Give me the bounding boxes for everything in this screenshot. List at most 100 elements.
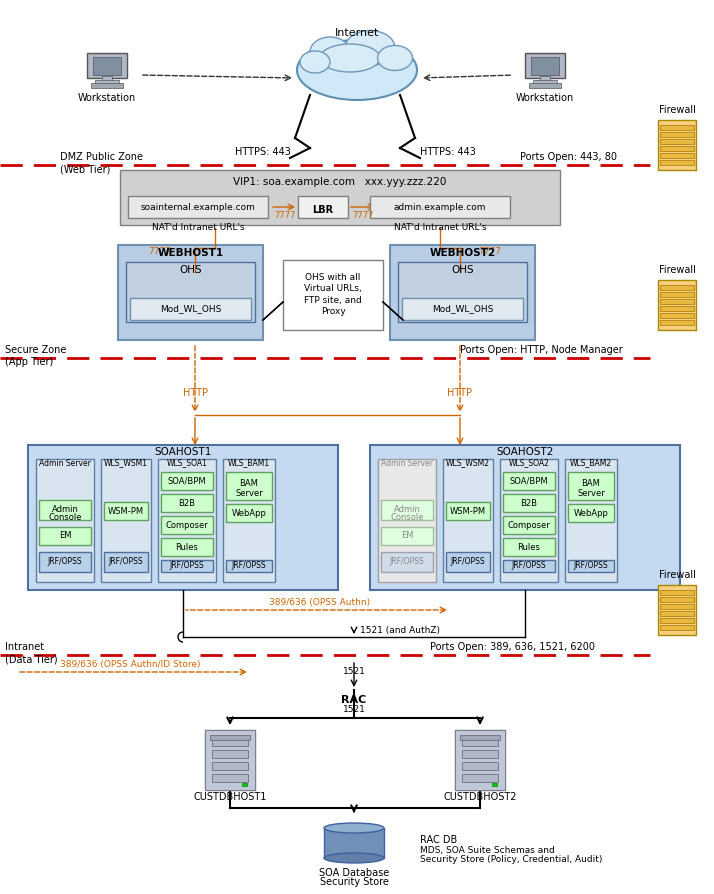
- Text: 1521: 1521: [343, 668, 366, 677]
- Text: B2B: B2B: [521, 499, 538, 508]
- Bar: [39, 552, 91, 572]
- Bar: [223, 459, 275, 582]
- Bar: [455, 730, 505, 790]
- Text: JRF/OPSS: JRF/OPSS: [109, 558, 144, 567]
- Text: Mod_WL_OHS: Mod_WL_OHS: [432, 305, 493, 314]
- Text: WebApp: WebApp: [231, 509, 266, 518]
- Text: WEBHOST2: WEBHOST2: [429, 248, 496, 258]
- Bar: [500, 459, 558, 582]
- Text: HTTP: HTTP: [183, 388, 208, 398]
- Bar: [565, 459, 617, 582]
- Bar: [39, 527, 91, 545]
- Ellipse shape: [310, 37, 350, 67]
- Ellipse shape: [324, 853, 384, 863]
- Text: WEBHOST1: WEBHOST1: [158, 248, 223, 258]
- Text: JRF/OPSS: JRF/OPSS: [170, 561, 204, 570]
- Bar: [446, 552, 490, 572]
- Bar: [161, 472, 213, 490]
- Text: Admin Server: Admin Server: [381, 459, 433, 468]
- Text: Ports Open: HTTP, Node Manager: Ports Open: HTTP, Node Manager: [460, 345, 623, 355]
- Bar: [455, 730, 505, 790]
- Bar: [161, 538, 213, 556]
- Text: OHS: OHS: [451, 265, 474, 275]
- Text: Composer: Composer: [166, 520, 208, 529]
- Text: WLS_SOA2: WLS_SOA2: [508, 459, 550, 468]
- Bar: [378, 459, 436, 582]
- Text: JRF/OPSS: JRF/OPSS: [48, 558, 82, 567]
- Text: Server: Server: [577, 488, 605, 497]
- Bar: [492, 783, 497, 786]
- Bar: [93, 57, 121, 75]
- Bar: [28, 445, 338, 590]
- Bar: [503, 472, 555, 490]
- Text: OHS with all: OHS with all: [306, 274, 361, 283]
- Bar: [370, 196, 510, 218]
- Text: Rules: Rules: [518, 543, 540, 552]
- Text: RAC: RAC: [341, 695, 366, 705]
- Text: Server: Server: [235, 488, 263, 497]
- Bar: [161, 494, 213, 512]
- Bar: [39, 500, 91, 520]
- Bar: [370, 445, 680, 590]
- Bar: [102, 76, 112, 81]
- Text: 1521 (and AuthZ): 1521 (and AuthZ): [360, 626, 440, 635]
- Bar: [324, 828, 384, 858]
- Bar: [283, 260, 383, 330]
- Bar: [446, 502, 490, 520]
- Text: WebApp: WebApp: [573, 509, 608, 518]
- Text: WSM-PM: WSM-PM: [450, 507, 486, 516]
- Bar: [130, 298, 251, 320]
- Bar: [660, 292, 694, 297]
- Text: Workstation: Workstation: [516, 93, 574, 103]
- Text: WLS_BAM2: WLS_BAM2: [570, 459, 612, 468]
- Text: SOA/BPM: SOA/BPM: [168, 477, 206, 485]
- Bar: [101, 459, 151, 582]
- Text: B2B: B2B: [178, 499, 196, 508]
- Bar: [531, 57, 559, 75]
- Bar: [460, 735, 500, 740]
- Bar: [658, 585, 696, 635]
- Bar: [390, 245, 535, 340]
- Text: Console: Console: [391, 513, 423, 522]
- Bar: [503, 538, 555, 556]
- Bar: [529, 83, 561, 88]
- Bar: [660, 313, 694, 318]
- Text: Secure Zone: Secure Zone: [5, 345, 66, 355]
- Text: HTTP: HTTP: [448, 388, 473, 398]
- Text: EM: EM: [59, 532, 71, 541]
- Text: admin.example.com: admin.example.com: [393, 203, 486, 212]
- Bar: [660, 132, 694, 137]
- Text: Security Store (Policy, Credential, Audit): Security Store (Policy, Credential, Audi…: [420, 856, 603, 864]
- Bar: [91, 83, 123, 88]
- Text: RAC DB: RAC DB: [420, 835, 457, 845]
- Bar: [381, 500, 433, 520]
- Text: VIP1: soa.example.com   xxx.yyy.zzz.220: VIP1: soa.example.com xxx.yyy.zzz.220: [233, 177, 447, 187]
- Text: 7777: 7777: [478, 248, 501, 257]
- Text: 7777: 7777: [274, 210, 296, 220]
- Text: Ports Open: 389, 636, 1521, 6200: Ports Open: 389, 636, 1521, 6200: [430, 642, 595, 652]
- Text: OHS: OHS: [179, 265, 202, 275]
- Text: WLS_WSM1: WLS_WSM1: [104, 459, 148, 468]
- Bar: [660, 604, 694, 609]
- Bar: [660, 160, 694, 165]
- Bar: [126, 262, 255, 322]
- Bar: [462, 738, 498, 746]
- Ellipse shape: [297, 40, 417, 100]
- Text: Admin: Admin: [393, 505, 421, 515]
- Text: Admin Server: Admin Server: [39, 459, 91, 468]
- Bar: [402, 298, 523, 320]
- Text: Firewall: Firewall: [658, 570, 695, 580]
- Text: DMZ Public Zone: DMZ Public Zone: [60, 152, 143, 162]
- Bar: [660, 299, 694, 304]
- Text: JRF/OPSS: JRF/OPSS: [512, 561, 546, 570]
- Bar: [462, 762, 498, 770]
- Text: Proxy: Proxy: [321, 307, 346, 316]
- Bar: [212, 774, 248, 782]
- Bar: [95, 80, 119, 84]
- Text: HTTPS: 443: HTTPS: 443: [420, 147, 476, 157]
- Bar: [503, 560, 555, 572]
- Text: EM: EM: [401, 532, 413, 541]
- Ellipse shape: [378, 46, 413, 71]
- Bar: [660, 153, 694, 158]
- Text: WLS_WSM2: WLS_WSM2: [446, 459, 490, 468]
